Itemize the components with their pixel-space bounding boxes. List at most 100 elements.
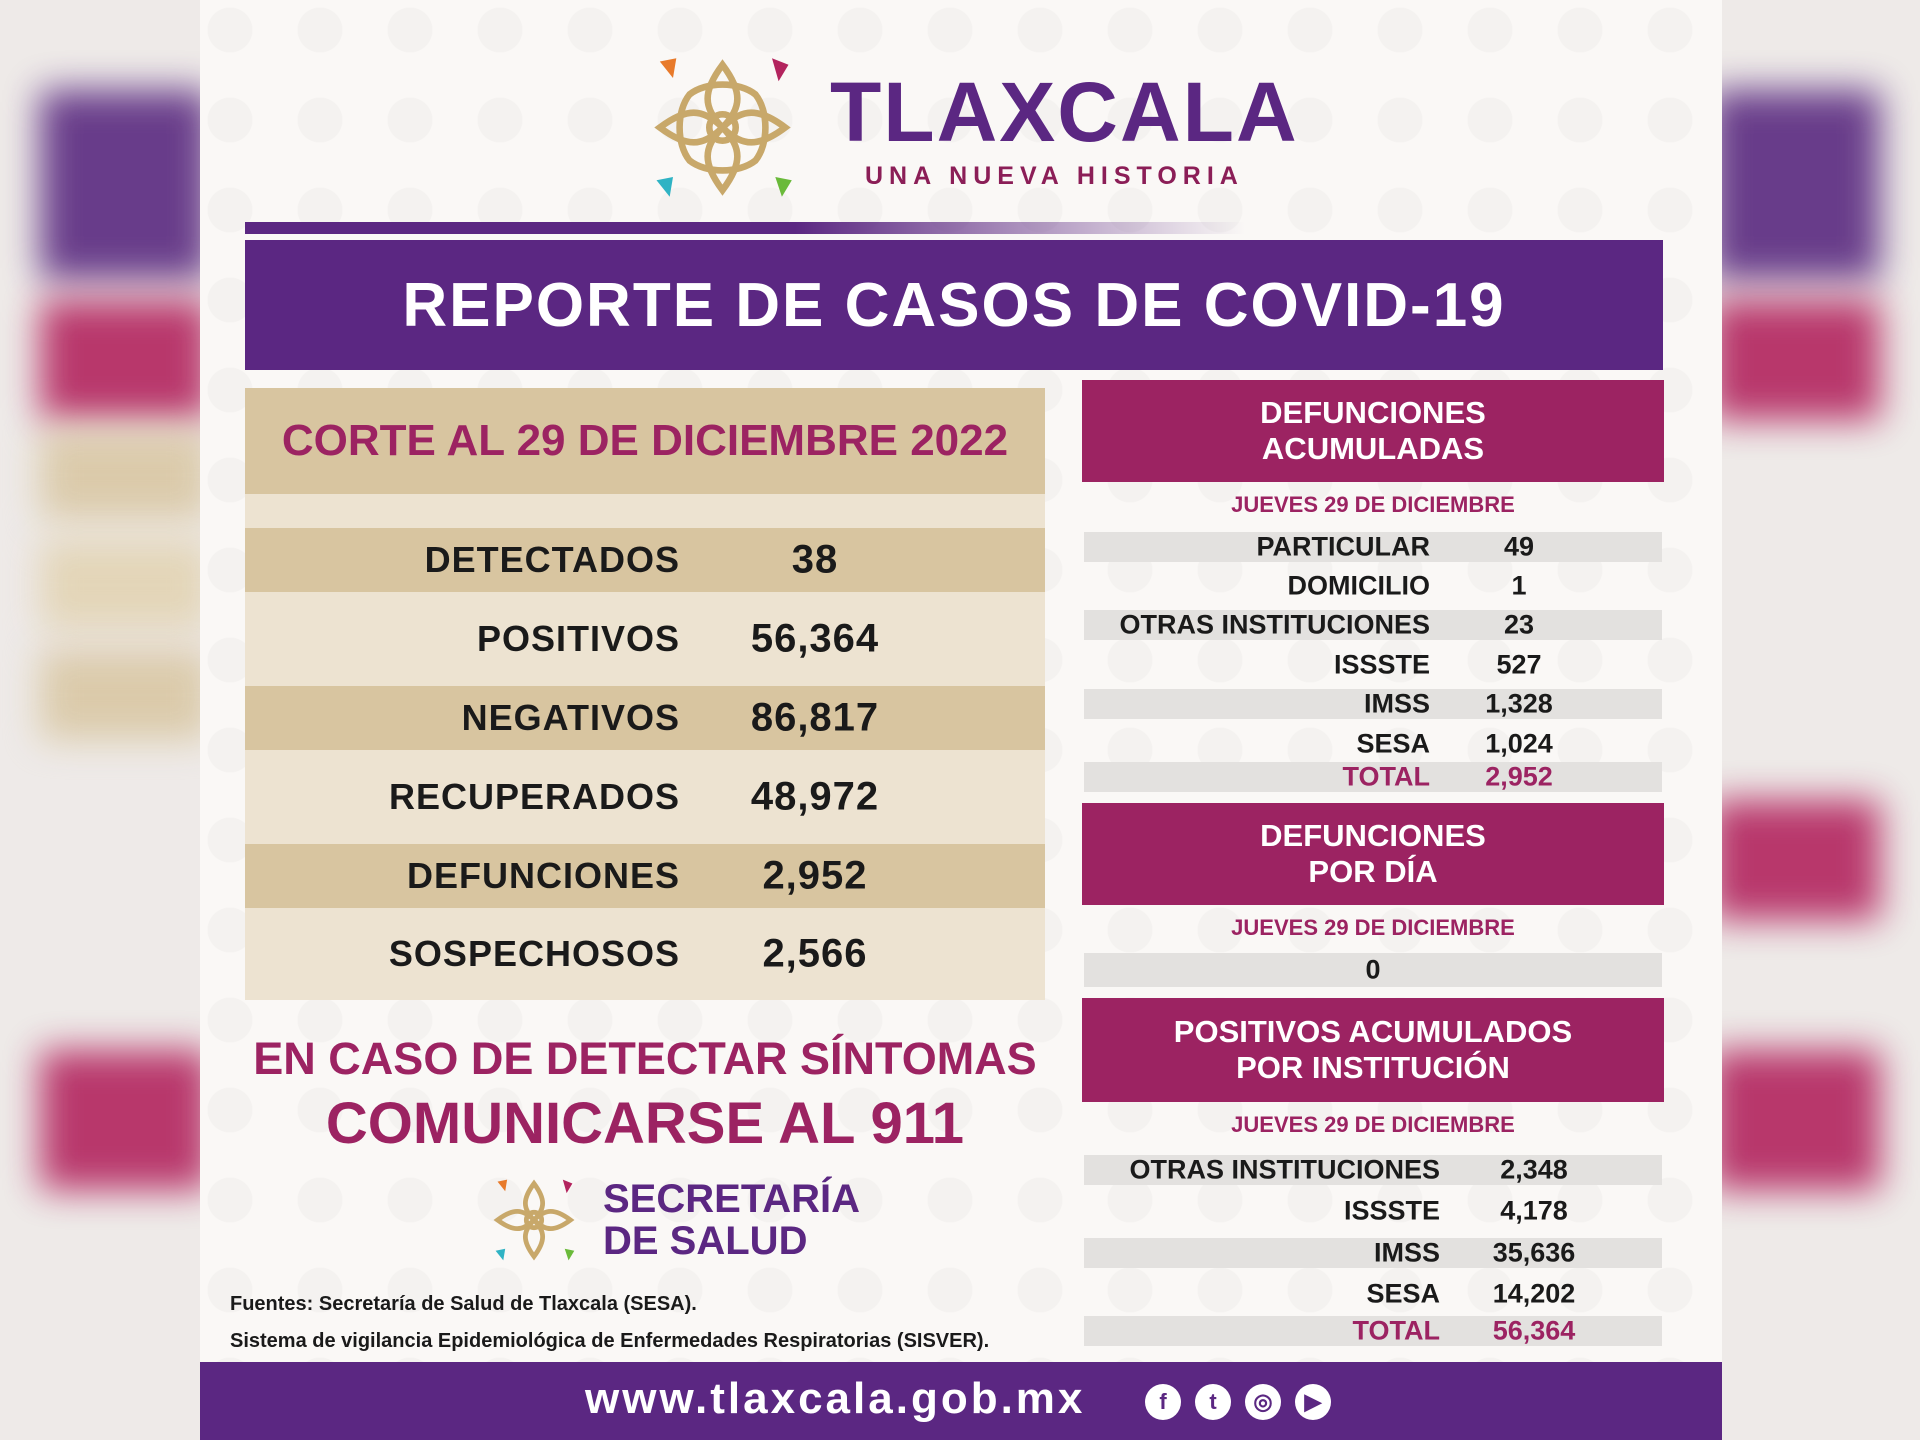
panel-title-line1: DEFUNCIONES <box>1260 395 1486 430</box>
total-row: TOTAL 56,364 <box>1084 1316 1662 1346</box>
row-value: 527 <box>1496 649 1542 680</box>
table-row: SESA 14,202 <box>1084 1279 1662 1309</box>
background-blur <box>40 300 210 420</box>
row-label: IMSS <box>1363 688 1430 719</box>
deaths-per-day-header: DEFUNCIONES POR DÍA <box>1082 803 1664 905</box>
positives-by-institution-header: POSITIVOS ACUMULADOS POR INSTITUCIÓN <box>1082 998 1664 1102</box>
row-value: 56,364 <box>1492 1315 1576 1346</box>
table-row: PARTICULAR 49 <box>1084 532 1662 562</box>
row-label: ISSSTE <box>1333 649 1430 680</box>
row-label: DOMICILIO <box>1287 570 1431 601</box>
report-title: REPORTE DE CASOS DE COVID-19 <box>402 270 1506 340</box>
panel-title-line2: POR INSTITUCIÓN <box>1236 1050 1510 1085</box>
stat-row-sospechosos: SOSPECHOSOS 2,566 <box>245 908 1045 1000</box>
spacer-row <box>245 494 1045 528</box>
stat-row-recuperados: RECUPERADOS 48,972 <box>245 750 1045 844</box>
deaths-accumulated-header: DEFUNCIONES ACUMULADAS <box>1082 380 1664 482</box>
positives-by-institution-panel: POSITIVOS ACUMULADOS POR INSTITUCIÓN JUE… <box>1082 998 1664 1348</box>
table-row: IMSS 1,328 <box>1084 689 1662 719</box>
footer-bar: www.tlaxcala.gob.mx f t ◎ ▶ <box>200 1362 1722 1440</box>
stat-label: POSITIVOS <box>476 618 680 659</box>
stat-value: 86,817 <box>750 695 880 740</box>
row-value: 0 <box>1365 954 1381 985</box>
report-title-banner: REPORTE DE CASOS DE COVID-19 <box>245 240 1663 370</box>
table-row: ISSSTE 4,178 <box>1084 1196 1662 1226</box>
secretaria-de-salud-name: SECRETARÍA DE SALUD <box>603 1178 883 1262</box>
secretaria-flower-logo <box>493 1179 575 1261</box>
table-row: ISSSTE 527 <box>1084 650 1662 680</box>
youtube-icon[interactable]: ▶ <box>1295 1384 1331 1420</box>
row-value: 1,328 <box>1485 688 1553 719</box>
row-value: 14,202 <box>1492 1278 1576 1309</box>
background-blur <box>40 540 210 630</box>
stat-label: DEFUNCIONES <box>406 855 680 896</box>
sources-line1: Fuentes: Secretaría de Salud de Tlaxcala… <box>230 1293 697 1315</box>
stat-row-detectados: DETECTADOS 38 <box>245 528 1045 592</box>
row-label: TOTAL <box>1342 761 1431 792</box>
row-label: OTRAS INSTITUCIONES <box>1119 609 1430 640</box>
row-label: SESA <box>1356 728 1430 759</box>
background-blur <box>1710 90 1880 280</box>
table-row: OTRAS INSTITUCIONES 2,348 <box>1084 1155 1662 1185</box>
row-value: 35,636 <box>1492 1237 1576 1268</box>
brand-title: TLAXCALA <box>830 65 1299 159</box>
row-label: SESA <box>1366 1278 1440 1309</box>
twitter-icon[interactable]: t <box>1195 1384 1231 1420</box>
symptoms-message: EN CASO DE DETECTAR SÍNTOMAS <box>253 1033 1037 1084</box>
row-label: TOTAL <box>1352 1315 1441 1346</box>
facebook-icon[interactable]: f <box>1145 1384 1181 1420</box>
stat-row-positivos: POSITIVOS 56,364 <box>245 592 1045 686</box>
panel-title-line2: ACUMULADAS <box>1261 431 1485 466</box>
sources-note: Fuentes: Secretaría de Salud de Tlaxcala… <box>230 1286 1130 1360</box>
row-value: 2,348 <box>1500 1154 1568 1185</box>
stat-label: RECUPERADOS <box>388 776 680 817</box>
sources-line2: Sistema de vigilancia Epidemiológica de … <box>230 1330 990 1352</box>
background-blur <box>1710 1050 1880 1190</box>
deaths-per-day-panel: DEFUNCIONES POR DÍA JUEVES 29 DE DICIEMB… <box>1082 803 1664 993</box>
secretaria-line1: SECRETARÍA <box>603 1177 861 1221</box>
row-label: OTRAS INSTITUCIONES <box>1129 1154 1440 1185</box>
table-row: 0 <box>1084 953 1662 987</box>
row-value: 4,178 <box>1500 1195 1568 1226</box>
stat-value: 48,972 <box>750 774 880 819</box>
table-row: SESA 1,024 <box>1084 729 1662 759</box>
row-label: ISSSTE <box>1343 1195 1440 1226</box>
instagram-icon[interactable]: ◎ <box>1245 1384 1281 1420</box>
row-value: 1,024 <box>1485 728 1553 759</box>
background-blur <box>1710 800 1880 920</box>
panel-title-line2: POR DÍA <box>1308 854 1438 889</box>
row-value: 2,952 <box>1485 761 1553 792</box>
panel-date: JUEVES 29 DE DICIEMBRE <box>1231 492 1515 517</box>
table-row: IMSS 35,636 <box>1084 1238 1662 1268</box>
background-blur <box>1710 300 1880 420</box>
emergency-number-message: COMUNICARSE AL 911 <box>325 1091 965 1156</box>
website-link[interactable]: www.tlaxcala.gob.mx <box>585 1374 1086 1423</box>
stat-label: SOSPECHOSOS <box>388 933 680 974</box>
cutoff-date: CORTE AL 29 DE DICIEMBRE 2022 <box>245 388 1045 494</box>
brand-subtitle: UNA NUEVA HISTORIA <box>865 162 1244 190</box>
summary-panel: CORTE AL 29 DE DICIEMBRE 2022 DETECTADOS… <box>245 388 1045 1000</box>
total-row: TOTAL 2,952 <box>1084 762 1662 792</box>
row-value: 23 <box>1503 609 1535 640</box>
stat-value: 2,952 <box>762 853 868 898</box>
header-divider <box>245 222 1245 234</box>
tlaxcala-flower-logo <box>654 58 792 197</box>
background-blur <box>40 430 210 520</box>
row-label: PARTICULAR <box>1256 531 1430 562</box>
table-row: DOMICILIO 1 <box>1084 571 1662 601</box>
background-blur <box>40 1050 210 1190</box>
stat-row-negativos: NEGATIVOS 86,817 <box>245 686 1045 750</box>
stat-value: 56,364 <box>750 616 880 661</box>
table-row: OTRAS INSTITUCIONES 23 <box>1084 610 1662 640</box>
stat-row-defunciones: DEFUNCIONES 2,952 <box>245 844 1045 908</box>
background-blur <box>40 650 210 740</box>
panel-date: JUEVES 29 DE DICIEMBRE <box>1231 915 1515 940</box>
deaths-accumulated-panel: DEFUNCIONES ACUMULADAS JUEVES 29 DE DICI… <box>1082 380 1664 800</box>
stat-label: NEGATIVOS <box>461 697 680 738</box>
panel-title-line1: DEFUNCIONES <box>1260 818 1486 853</box>
stat-label: DETECTADOS <box>424 539 680 580</box>
report-card: TLAXCALA UNA NUEVA HISTORIA REPORTE DE C… <box>200 0 1722 1440</box>
panel-date: JUEVES 29 DE DICIEMBRE <box>1231 1112 1515 1137</box>
background-blur <box>40 90 210 280</box>
secretaria-line2: DE SALUD <box>603 1219 808 1263</box>
